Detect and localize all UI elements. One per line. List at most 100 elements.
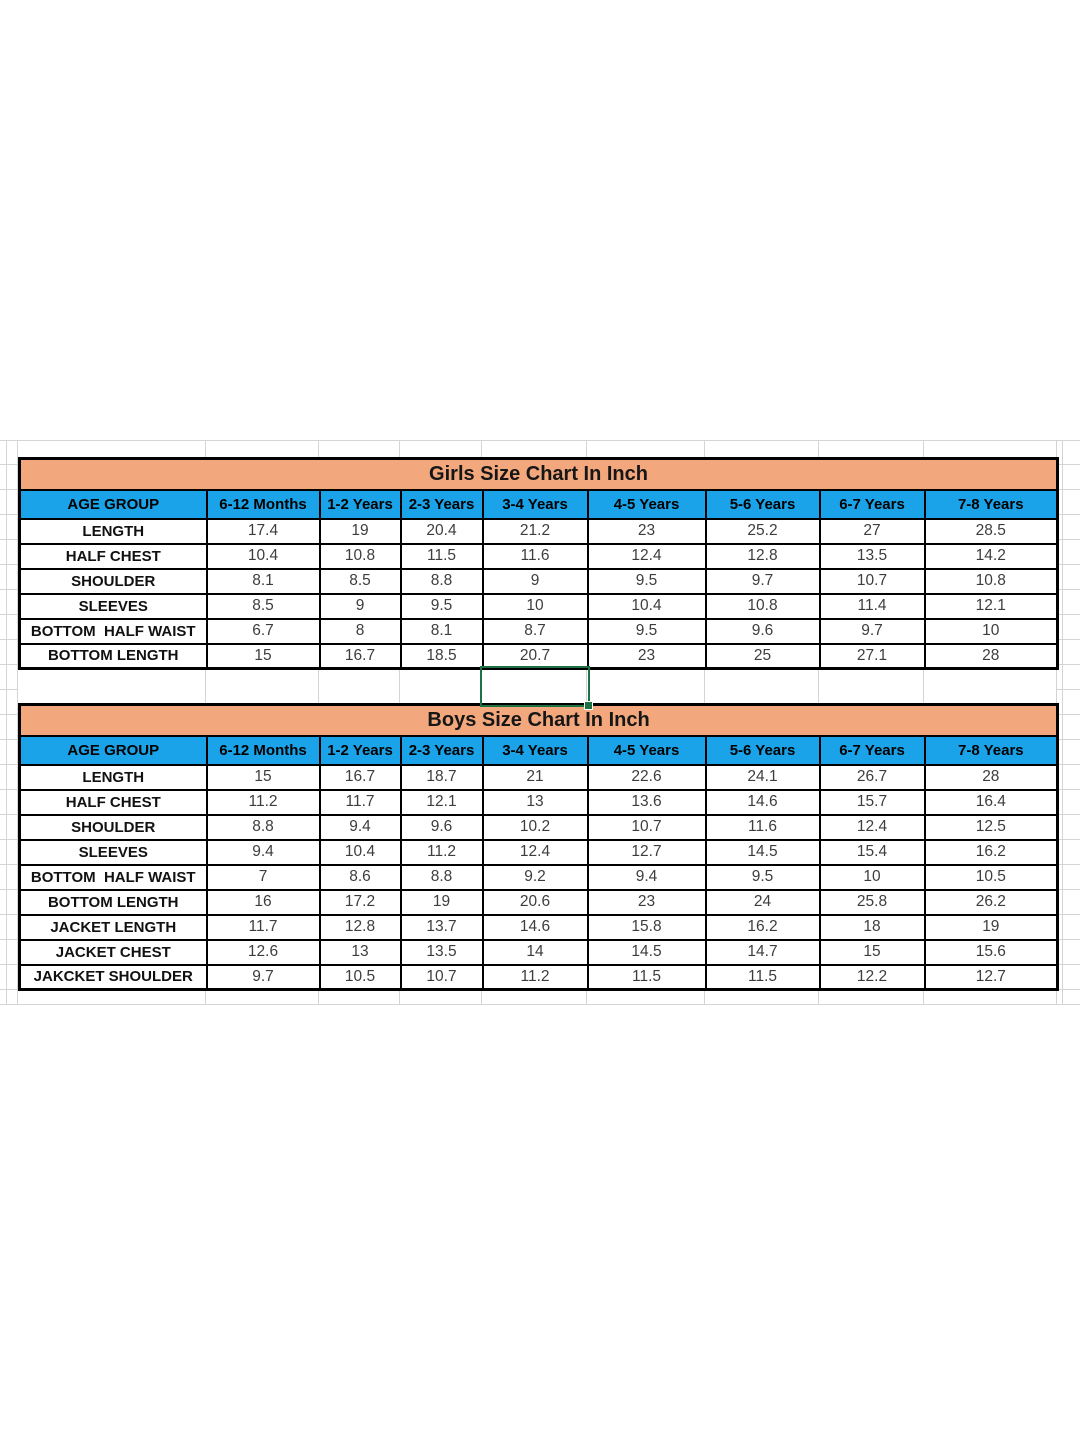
data-cell[interactable]: 15 — [818, 938, 926, 966]
data-cell[interactable]: 15 — [205, 642, 321, 670]
data-cell[interactable]: 18 — [818, 913, 926, 941]
data-cell[interactable]: 9.4 — [318, 813, 402, 841]
column-header-cell[interactable]: 2-3 Years — [399, 488, 484, 520]
data-cell[interactable]: 9 — [318, 592, 402, 620]
data-cell[interactable]: 9 — [481, 567, 589, 595]
data-cell[interactable]: 20.7 — [481, 642, 589, 670]
row-label-cell[interactable]: HALF CHEST — [18, 542, 208, 570]
data-cell[interactable]: 11.7 — [318, 788, 402, 816]
data-cell[interactable]: 11.2 — [205, 788, 321, 816]
column-header-cell[interactable]: 7-8 Years — [923, 734, 1059, 766]
data-cell[interactable]: 12.7 — [923, 963, 1059, 991]
data-cell[interactable]: 12.1 — [399, 788, 484, 816]
row-label-cell[interactable]: JAKCKET SHOULDER — [18, 963, 208, 991]
column-header-cell[interactable]: 3-4 Years — [481, 734, 589, 766]
data-cell[interactable]: 11.5 — [704, 963, 821, 991]
data-cell[interactable]: 8.6 — [318, 863, 402, 891]
row-label-cell[interactable]: BOTTOM LENGTH — [18, 888, 208, 916]
data-cell[interactable]: 14.6 — [704, 788, 821, 816]
data-cell[interactable]: 16.7 — [318, 642, 402, 670]
data-cell[interactable]: 15.7 — [818, 788, 926, 816]
data-cell[interactable]: 10.8 — [923, 567, 1059, 595]
row-label-cell[interactable]: SLEEVES — [18, 592, 208, 620]
girls-table-title[interactable]: Girls Size Chart In Inch — [18, 457, 1059, 491]
data-cell[interactable]: 8.8 — [399, 567, 484, 595]
data-cell[interactable]: 10 — [818, 863, 926, 891]
data-cell[interactable]: 12.7 — [586, 838, 707, 866]
data-cell[interactable]: 23 — [586, 888, 707, 916]
data-cell[interactable]: 14.7 — [704, 938, 821, 966]
data-cell[interactable]: 21.2 — [481, 517, 589, 545]
data-cell[interactable]: 15.4 — [818, 838, 926, 866]
column-header-cell[interactable]: 6-7 Years — [818, 488, 926, 520]
data-cell[interactable]: 9.6 — [399, 813, 484, 841]
data-cell[interactable]: 21 — [481, 763, 589, 791]
column-header-cell[interactable]: 7-8 Years — [923, 488, 1059, 520]
data-cell[interactable]: 23 — [586, 517, 707, 545]
row-label-cell[interactable]: LENGTH — [18, 517, 208, 545]
data-cell[interactable]: 9.5 — [586, 567, 707, 595]
data-cell[interactable]: 25.8 — [818, 888, 926, 916]
column-header-cell[interactable]: 6-12 Months — [205, 734, 321, 766]
data-cell[interactable]: 27 — [818, 517, 926, 545]
column-header-cell[interactable]: AGE GROUP — [18, 734, 208, 766]
data-cell[interactable]: 9.5 — [399, 592, 484, 620]
data-cell[interactable]: 11.5 — [586, 963, 707, 991]
data-cell[interactable]: 12.4 — [586, 542, 707, 570]
row-label-cell[interactable]: SHOULDER — [18, 813, 208, 841]
data-cell[interactable]: 10.2 — [481, 813, 589, 841]
data-cell[interactable]: 10.8 — [704, 592, 821, 620]
column-header-cell[interactable]: 5-6 Years — [704, 488, 821, 520]
data-cell[interactable]: 12.4 — [481, 838, 589, 866]
data-cell[interactable]: 12.1 — [923, 592, 1059, 620]
data-cell[interactable]: 11.7 — [205, 913, 321, 941]
boys-table-title[interactable]: Boys Size Chart In Inch — [18, 703, 1059, 737]
data-cell[interactable]: 9.6 — [704, 617, 821, 645]
data-cell[interactable]: 10.5 — [318, 963, 402, 991]
data-cell[interactable]: 11.2 — [399, 838, 484, 866]
data-cell[interactable]: 7 — [205, 863, 321, 891]
data-cell[interactable]: 19 — [399, 888, 484, 916]
data-cell[interactable]: 9.5 — [704, 863, 821, 891]
data-cell[interactable]: 25.2 — [704, 517, 821, 545]
data-cell[interactable]: 8.5 — [205, 592, 321, 620]
column-header-cell[interactable]: 4-5 Years — [586, 734, 707, 766]
data-cell[interactable]: 10 — [481, 592, 589, 620]
data-cell[interactable]: 10.4 — [318, 838, 402, 866]
data-cell[interactable]: 15 — [205, 763, 321, 791]
data-cell[interactable]: 23 — [586, 642, 707, 670]
data-cell[interactable]: 12.4 — [818, 813, 926, 841]
data-cell[interactable]: 24.1 — [704, 763, 821, 791]
data-cell[interactable]: 12.5 — [923, 813, 1059, 841]
column-header-cell[interactable]: 1-2 Years — [318, 488, 402, 520]
row-label-cell[interactable]: BOTTOM HALF WAIST — [18, 863, 208, 891]
data-cell[interactable]: 9.5 — [586, 617, 707, 645]
data-cell[interactable]: 14.5 — [586, 938, 707, 966]
data-cell[interactable]: 10.7 — [399, 963, 484, 991]
data-cell[interactable]: 14.6 — [481, 913, 589, 941]
data-cell[interactable]: 25 — [704, 642, 821, 670]
data-cell[interactable]: 10.5 — [923, 863, 1059, 891]
data-cell[interactable]: 28 — [923, 763, 1059, 791]
data-cell[interactable]: 9.2 — [481, 863, 589, 891]
row-label-cell[interactable]: SHOULDER — [18, 567, 208, 595]
data-cell[interactable]: 13.6 — [586, 788, 707, 816]
data-cell[interactable]: 12.8 — [704, 542, 821, 570]
data-cell[interactable]: 12.2 — [818, 963, 926, 991]
data-cell[interactable]: 16.4 — [923, 788, 1059, 816]
data-cell[interactable]: 13.5 — [818, 542, 926, 570]
row-label-cell[interactable]: JACKET LENGTH — [18, 913, 208, 941]
data-cell[interactable]: 14.5 — [704, 838, 821, 866]
data-cell[interactable]: 12.8 — [318, 913, 402, 941]
data-cell[interactable]: 10.7 — [818, 567, 926, 595]
data-cell[interactable]: 6.7 — [205, 617, 321, 645]
column-header-cell[interactable]: 4-5 Years — [586, 488, 707, 520]
data-cell[interactable]: 22.6 — [586, 763, 707, 791]
data-cell[interactable]: 16 — [205, 888, 321, 916]
data-cell[interactable]: 10.8 — [318, 542, 402, 570]
data-cell[interactable]: 13.7 — [399, 913, 484, 941]
data-cell[interactable]: 14.2 — [923, 542, 1059, 570]
column-header-cell[interactable]: 6-12 Months — [205, 488, 321, 520]
row-label-cell[interactable]: SLEEVES — [18, 838, 208, 866]
data-cell[interactable]: 11.2 — [481, 963, 589, 991]
